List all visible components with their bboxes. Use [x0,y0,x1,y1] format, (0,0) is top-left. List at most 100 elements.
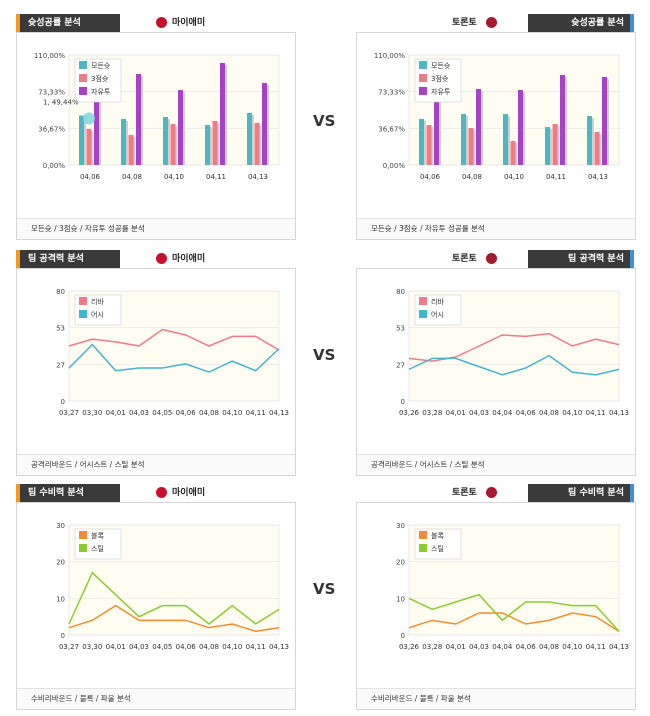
panel-shooting-toronto: 토론토 슛성공률 분석 0,00% 36,67% 73,33% 110,00% 04,0… [356,14,636,240]
legend-label: 3점슛 [91,75,109,83]
y-tick-label: 0 [401,398,405,406]
y-tick-label: 0,00% [383,162,406,170]
bar [262,83,267,165]
panel-title: 팀 공격력 분석 [528,250,630,268]
x-tick-label: 03,26 [399,643,420,651]
x-tick-label: 04,05 [152,409,172,417]
x-tick-label: 04,03 [469,643,489,651]
x-tick-label: 04,08 [199,643,219,651]
bar [594,132,600,165]
raptors-logo-icon [486,17,497,28]
x-tick-label: 04,11 [206,173,226,181]
x-tick-label: 04,08 [462,173,482,181]
bar [545,127,550,165]
x-tick-label: 04,01 [106,643,126,651]
y-tick-label: 10 [56,595,65,603]
footer-text: 공격리바운드 / 어시스트 / 스틸 분석 [371,460,485,469]
x-tick-label: 04,11 [586,643,606,651]
bar [94,87,99,165]
team-name: 토론토 [452,488,477,498]
x-tick-label: 04,10 [164,173,184,181]
y-tick-label: 0 [61,398,65,406]
x-tick-label: 04,04 [492,643,513,651]
chart-box: 0 10 20 30 03,27 03,30 04,01 04,03 04,05 04,06 04,… [16,502,296,710]
panel-footer: 수비리바운드 / 블록 / 파울 분석 [17,688,295,709]
y-tick-label: 110,00% [374,52,405,60]
panel-footer: 모든슛 / 3점슛 / 자유투 성공률 분석 [17,218,295,239]
raptors-logo-icon [486,253,497,264]
bar [79,115,84,165]
bar [220,63,225,165]
bar [419,119,424,165]
bar [602,77,607,165]
y-tick-label: 80 [56,288,65,296]
legend-label: 리바 [431,297,444,306]
footer-text: 수비리바운드 / 블록 / 파울 분석 [371,694,471,703]
series-line [68,571,280,625]
x-tick-label: 04,01 [446,409,466,417]
x-tick-label: 03,28 [422,409,442,417]
x-tick-label: 04,08 [539,643,559,651]
legend-swatch [79,544,87,552]
accent-bar [630,14,634,32]
legend-swatch [79,310,87,318]
x-tick-label: 04,04 [492,409,513,417]
legend-label: 블록 [431,531,444,540]
x-tick-label: 04,06 [516,409,537,417]
footer-text: 공격리바운드 / 어시스트 / 스틸 분석 [31,460,145,469]
chart-box: 0 27 53 80 03,27 03,30 04,01 04,03 04,05 04,06 04,… [16,268,296,476]
chart-box: 0,00% 36,67% 73,33% 110,00% 04,06 04,08 04,10 0… [16,32,296,240]
heat-logo-icon [156,17,167,28]
accent-bar [16,14,20,32]
y-tick-label: 0 [61,632,65,640]
bar [170,124,176,165]
bar [552,124,558,165]
panel-title: 팀 수비력 분석 [528,484,630,502]
y-tick-label: 36,67% [378,125,405,133]
accent-bar [16,484,20,502]
team-name: 마이애미 [172,488,206,498]
team-name: 토론토 [452,18,477,28]
legend-swatch [419,310,427,318]
x-tick-label: 04,10 [222,643,242,651]
legend-label: 리바 [91,297,104,306]
x-tick-label: 04,03 [469,409,489,417]
legend-label: 모든슛 [431,62,451,70]
x-tick-label: 04,03 [129,409,149,417]
panel-header: 팀 공격력 분석 마이애미 [16,250,296,268]
vs-label: VS [313,112,336,130]
vs-label: VS [313,346,336,364]
panel-offense-miami: 팀 공격력 분석 마이애미 0 27 53 80 03,27 03,30 04,01 04,0… [16,250,296,476]
panel-header: 팀 수비력 분석 마이애미 [16,484,296,502]
x-tick-label: 04,13 [269,643,289,651]
panel-shooting-miami: 슛성공률 분석 마이애미 0,00% 36,67% 73,33% 110,00% 04,… [16,14,296,240]
x-tick-label: 03,30 [82,643,102,651]
bar [560,75,565,165]
x-tick-label: 04,01 [446,643,466,651]
y-tick-label: 0,00% [43,162,66,170]
bar [587,116,592,165]
x-tick-label: 04,06 [516,643,537,651]
legend-swatch [79,61,87,69]
legend-swatch [419,74,427,82]
y-tick-label: 30 [56,522,65,530]
bar [247,113,252,165]
x-tick-label: 04,06 [80,173,101,181]
y-tick-label: 27 [396,361,405,369]
bar-chart: 0,00% 36,67% 73,33% 110,00% 04,06 04,08 04,10 0… [374,52,620,181]
x-tick-label: 04,10 [222,409,242,417]
bar [476,89,481,165]
footer-text: 모든슛 / 3점슛 / 자유투 성공률 분석 [31,224,145,233]
bar [86,129,92,165]
y-tick-label: 0 [401,632,405,640]
bar [121,119,126,165]
panel-defense-miami: 팀 수비력 분석 마이애미 0 10 20 30 03,27 03,30 04,01 04,0… [16,484,296,710]
x-tick-label: 04,03 [129,643,149,651]
raptors-logo-icon [486,487,497,498]
team-name: 마이애미 [172,18,206,28]
x-tick-label: 04,08 [199,409,219,417]
legend-swatch [79,531,87,539]
y-tick-label: 80 [396,288,405,296]
y-tick-label: 10 [396,595,405,603]
x-tick-label: 03,27 [59,409,79,417]
